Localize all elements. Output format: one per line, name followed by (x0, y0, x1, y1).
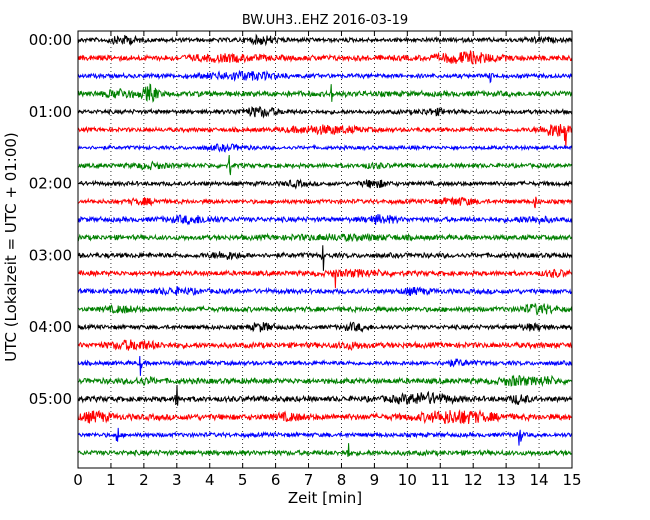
y-axis-label: UTC (Lokalzeit = UTC + 01:00) (2, 132, 20, 362)
x-tick-label: 6 (271, 471, 281, 489)
trace-0115 (77, 124, 573, 148)
trace-0515 (77, 408, 573, 425)
trace-0530 (78, 427, 573, 446)
x-tick-label: 10 (398, 471, 417, 489)
x-tick-label: 1 (106, 471, 116, 489)
x-tick-label: 3 (172, 471, 182, 489)
trace-0145 (77, 154, 573, 176)
trace-0445 (77, 374, 573, 388)
trace-0430 (77, 355, 573, 376)
x-tick-label: 14 (530, 471, 549, 489)
chart-title: BW.UH3..EHZ 2016-03-19 (242, 13, 408, 28)
y-tick-label: 00:00 (29, 31, 72, 49)
grid (110, 31, 540, 468)
trace-0400 (77, 321, 573, 333)
x-tick-label: 7 (304, 471, 314, 489)
trace-0300 (77, 245, 573, 271)
x-tick-label: 12 (464, 471, 483, 489)
y-tick-label: 03:00 (29, 246, 72, 264)
x-tick-label: 0 (73, 471, 83, 489)
ticks: 0 1 2 3 4 5 6 7 8 9 10 11 12 13 14 1500:0001:0002:0003:… (29, 31, 582, 489)
y-tick-label: 04:00 (29, 318, 72, 336)
x-tick-label: 4 (205, 471, 215, 489)
trace-0545 (77, 443, 573, 458)
x-tick-label: 5 (238, 471, 248, 489)
trace-0200 (77, 178, 573, 190)
trace-0345 (77, 302, 573, 316)
trace-0330 (77, 286, 573, 297)
trace-0500 (77, 384, 573, 406)
trace-0215 (77, 196, 573, 209)
trace-0100 (77, 106, 573, 119)
y-tick-label: 02:00 (29, 175, 72, 193)
y-tick-label: 01:00 (29, 103, 72, 121)
trace-0415 (77, 339, 573, 352)
trace-0130 (77, 143, 573, 153)
x-tick-label: 8 (337, 471, 347, 489)
trace-0230 (77, 213, 573, 226)
trace-0000 (77, 33, 573, 47)
x-tick-label: 9 (370, 471, 380, 489)
traces (77, 33, 573, 458)
trace-0245 (77, 232, 573, 243)
trace-0030 (77, 69, 573, 84)
x-tick-label: 15 (562, 471, 581, 489)
plot-frame (77, 30, 573, 469)
x-axis-label: Zeit [min] (288, 489, 362, 507)
trace-0045 (77, 83, 573, 103)
x-tick-label: 11 (431, 471, 450, 489)
trace-0015 (77, 49, 573, 65)
x-tick-label: 2 (139, 471, 149, 489)
trace-0315 (77, 268, 573, 289)
y-tick-label: 05:00 (29, 390, 72, 408)
x-tick-label: 13 (497, 471, 516, 489)
